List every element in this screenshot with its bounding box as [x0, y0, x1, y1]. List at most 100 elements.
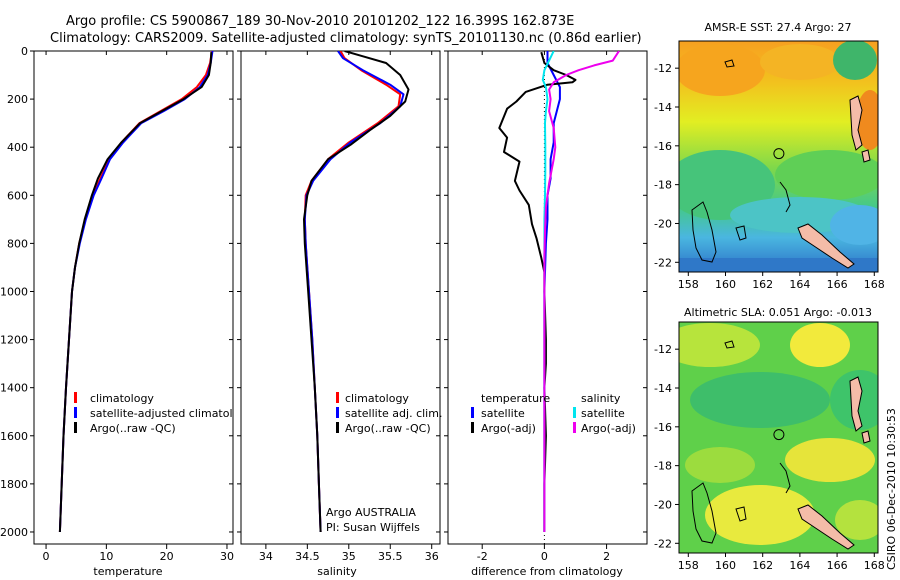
legend-label-sal-argo: Argo(-adj) — [581, 422, 636, 435]
lat-tick-label: -16 — [654, 140, 672, 153]
figure-title-line2: Climatology: CARS2009. Satellite-adjuste… — [50, 31, 642, 46]
sst-warm-patch — [856, 90, 878, 150]
legend-swatch-satellite-adjusted — [74, 407, 77, 418]
reef-outline — [724, 59, 735, 68]
reef-outline — [735, 506, 747, 522]
legend-swatch-argo — [336, 422, 339, 433]
sla-mid-patch — [835, 500, 878, 540]
x-tick-label: 2 — [603, 550, 610, 563]
temperature-legend: climatology satellite-adjusted climatolo… — [74, 392, 233, 435]
series-line-satellite-adj-clim- — [303, 51, 405, 533]
new-caledonia-island — [797, 223, 855, 269]
temperature-xlabel: temperature — [93, 565, 162, 578]
series-line-argo-raw-qc- — [303, 51, 410, 533]
sla-float-marker — [773, 429, 785, 441]
lat-tick-label: -18 — [654, 179, 672, 192]
lat-tick-label: -22 — [654, 537, 672, 550]
lon-tick-label: 166 — [827, 559, 848, 572]
reef-outline — [735, 225, 747, 241]
series-line-climatology — [303, 51, 402, 533]
difference-xlabel: difference from climatology — [471, 565, 623, 578]
y-tick-label: 1800 — [0, 478, 28, 491]
sla-high-patch — [679, 323, 760, 367]
series-line-satellite-adjusted-climatology — [58, 51, 214, 533]
sla-mid-patch — [685, 447, 755, 483]
coastline-chesterfield — [691, 482, 717, 544]
lon-tick-label: 164 — [789, 559, 810, 572]
float-owner-label: Argo AUSTRALIA — [326, 506, 416, 519]
legend-label-satellite: satellite adj. clim. — [345, 407, 442, 420]
sst-float-marker — [773, 148, 785, 160]
sst-cool-patch — [830, 205, 878, 245]
lon-tick-label: 158 — [678, 278, 699, 291]
y-tick-label: 200 — [7, 93, 28, 106]
lat-tick-label: -22 — [654, 256, 672, 269]
legend-label-temp-argo: Argo(-adj) — [481, 422, 536, 435]
sla-high-patch — [790, 323, 850, 367]
x-tick-label: 10 — [99, 550, 113, 563]
legend-heading-salinity: salinity — [581, 392, 621, 405]
legend-label-climatology: climatology — [345, 392, 409, 405]
y-tick-label: 600 — [7, 189, 28, 202]
lon-tick-label: 162 — [752, 559, 773, 572]
y-tick-label: 0 — [21, 45, 28, 58]
sla-map-title: Altimetric SLA: 0.051 Argo: -0.013 — [684, 306, 872, 319]
legend-label-sal-satellite: satellite — [581, 407, 625, 420]
lon-tick-label: 168 — [864, 559, 885, 572]
x-tick-label: -2 — [477, 550, 488, 563]
sst-map-frame — [678, 40, 879, 273]
sst-warm-patch — [760, 44, 840, 80]
sst-coastline — [691, 59, 871, 269]
credit-label: CSIRO 06-Dec-2010 10:30:53 — [885, 408, 898, 570]
y-tick-label: 1400 — [0, 382, 28, 395]
lat-tick-label: -14 — [654, 101, 672, 114]
vanuatu-island — [861, 149, 871, 163]
x-tick-label: 35 — [342, 550, 356, 563]
x-tick-label: 35.5 — [378, 550, 403, 563]
lat-tick-label: -12 — [654, 343, 672, 356]
difference-panel: -2 0 2 difference from climatology tempera… — [444, 50, 648, 578]
lon-tick-label: 162 — [752, 278, 773, 291]
difference-legend: temperature satellite Argo(-adj) salinit… — [471, 392, 636, 435]
sst-field — [679, 41, 878, 272]
series-line-salinity-argo-adj- — [543, 51, 620, 532]
series-line-climatology — [58, 51, 213, 533]
legend-swatch-argo — [74, 422, 77, 433]
x-tick-label: 0 — [43, 550, 50, 563]
sst-cool-patch — [833, 41, 877, 80]
y-tick-label: 1000 — [0, 285, 28, 298]
y-tick-label: 1600 — [0, 430, 28, 443]
legend-swatch-satellite — [336, 407, 339, 418]
legend-label-argo: Argo(..raw -QC) — [345, 422, 431, 435]
x-tick-label: 0 — [541, 550, 548, 563]
legend-label-climatology: climatology — [90, 392, 154, 405]
reef-outline — [779, 181, 791, 213]
legend-swatch-climatology — [336, 392, 339, 403]
lon-tick-label: 166 — [827, 278, 848, 291]
salinity-legend: climatology satellite adj. clim. Argo(..… — [336, 392, 442, 435]
sla-map-panel: Altimetric SLA: 0.051 Argo: -0.013 158 16… — [654, 306, 885, 572]
reef-outline — [724, 340, 735, 349]
sla-field — [679, 322, 878, 553]
sla-map-frame — [678, 321, 879, 554]
lon-tick-label: 160 — [715, 559, 736, 572]
vanuatu-island — [861, 430, 871, 444]
temperature-axes-frame — [33, 50, 234, 545]
legend-swatch-climatology — [74, 392, 77, 403]
y-tick-label: 800 — [7, 237, 28, 250]
legend-heading-temperature: temperature — [481, 392, 550, 405]
lon-tick-label: 160 — [715, 278, 736, 291]
x-tick-label: 20 — [160, 550, 174, 563]
sst-map-title: AMSR-E SST: 27.4 Argo: 27 — [704, 21, 851, 34]
legend-label-argo: Argo(..raw -QC) — [90, 422, 176, 435]
lat-tick-label: -16 — [654, 421, 672, 434]
sla-high-patch — [785, 438, 875, 482]
x-tick-label: 34.5 — [295, 550, 320, 563]
y-tick-label: 400 — [7, 141, 28, 154]
salinity-xlabel: salinity — [317, 565, 357, 578]
legend-swatch-temp-satellite — [471, 407, 474, 418]
reef-outline — [779, 462, 791, 494]
figure-title-line1: Argo profile: CS 5900867_189 30-Nov-2010… — [66, 14, 574, 29]
legend-swatch-sal-satellite — [573, 407, 576, 418]
sst-cold-band — [679, 258, 878, 272]
